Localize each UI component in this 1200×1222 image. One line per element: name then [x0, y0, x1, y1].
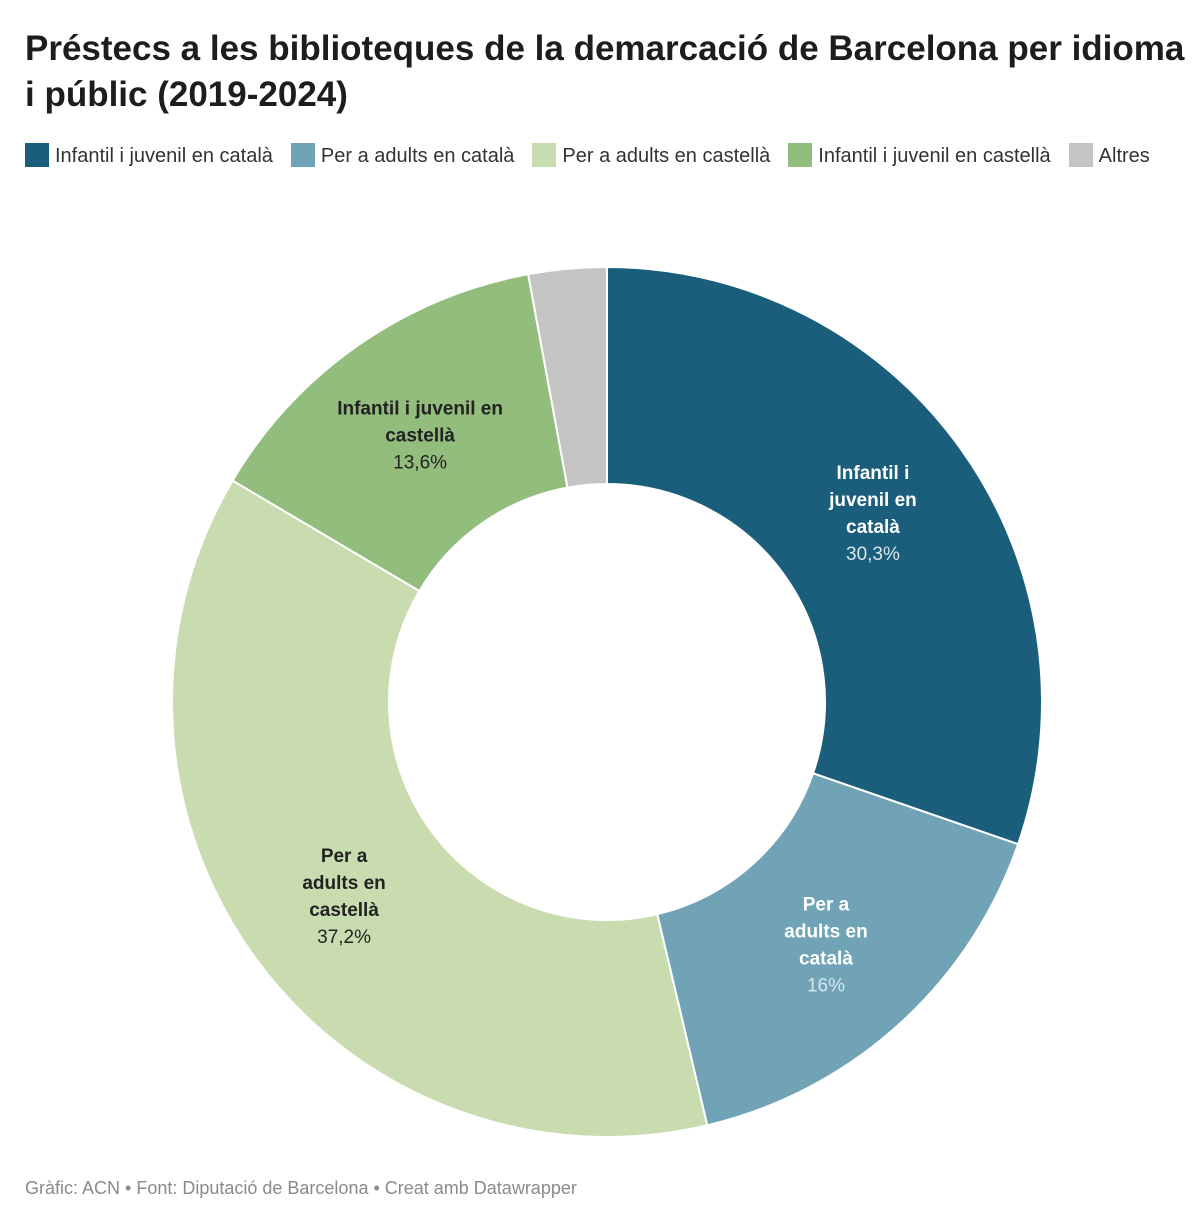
legend-label: Altres — [1098, 145, 1150, 167]
legend-swatch — [532, 143, 557, 167]
slice-label-line: Infantil i — [837, 463, 910, 484]
slice-label-line: Infantil i juvenil en — [337, 398, 503, 419]
slice-label-line: juvenil en — [828, 490, 917, 511]
slice-infantil-i-juvenil-en-castell- — [231, 273, 569, 593]
footer-source: Gràfic: ACN • Font: Diputació de Barcelo… — [25, 1178, 577, 1198]
slice-label: Infantil i juvenil en català 30,3% — [828, 463, 917, 565]
legend-swatch — [788, 143, 813, 167]
slice-label-line: adults en — [302, 873, 385, 894]
legend: Infantil i juvenil en català Per a adults… — [25, 139, 1175, 173]
donut-chart: Infantil i juvenil en català 30,3% Per a adul… — [171, 265, 1043, 1138]
legend-label: Infantil i juvenil en català — [55, 145, 273, 167]
slice-value-label: 16% — [807, 976, 845, 997]
slice-per-a-adults-en-castell- — [171, 479, 709, 1138]
slice-infantil-i-juvenil-en-catal- — [606, 265, 1043, 846]
legend-item: Infantil i juvenil en castellà — [788, 139, 1051, 173]
slice-value-label: 37,2% — [317, 927, 371, 948]
slice-label-line: castellà — [309, 900, 379, 921]
legend-item: Per a adults en castellà — [532, 139, 770, 173]
legend-item: Per a adults en català — [290, 139, 515, 173]
legend-label: Per a adults en castellà — [562, 145, 771, 167]
slice-label-line: Per a — [803, 895, 850, 916]
legend-item: Infantil i juvenil en català — [25, 139, 273, 173]
slice-label-line: català — [799, 949, 853, 970]
chart-title: Préstecs a les biblioteques de la demarc… — [25, 29, 1185, 114]
slice-label: Infantil i juvenil en castellà 13,6% — [337, 398, 503, 473]
slice-altres — [527, 265, 608, 489]
legend-label: Infantil i juvenil en castellà — [818, 145, 1051, 167]
legend-label: Per a adults en català — [320, 145, 515, 167]
legend-swatch — [290, 143, 315, 167]
slice-label-line: Per a — [321, 846, 368, 867]
slice-label: Per a adults en català 16% — [784, 895, 867, 997]
slice-per-a-adults-en-catal- — [656, 771, 1020, 1127]
slice-label-line: castellà — [385, 425, 455, 446]
slice-value-label: 13,6% — [393, 452, 447, 473]
slice-value-label: 30,3% — [846, 544, 900, 565]
legend-swatch — [25, 143, 49, 167]
slice-label-line: català — [846, 517, 900, 538]
legend-item: Altres — [1068, 139, 1150, 173]
legend-swatch — [1068, 143, 1093, 167]
slice-label: Per a adults en castellà 37,2% — [302, 846, 385, 948]
slice-label-line: adults en — [784, 922, 867, 943]
